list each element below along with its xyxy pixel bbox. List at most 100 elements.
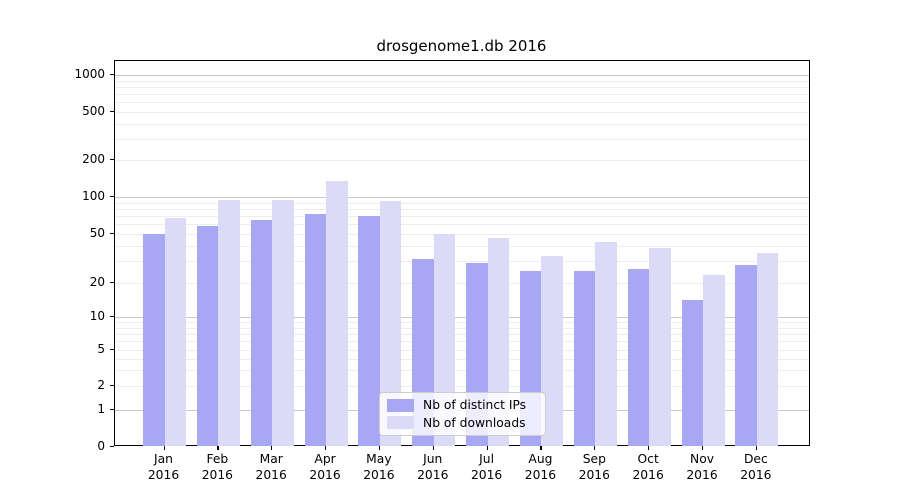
x-tick-mark xyxy=(648,446,650,451)
gridline-minor xyxy=(114,208,809,210)
x-tick-mark xyxy=(325,446,327,451)
bar-distinct-ips-nov xyxy=(681,300,703,446)
y-tick-label: 0 xyxy=(97,438,105,453)
bar-downloads-apr xyxy=(326,181,348,446)
x-tick-mark xyxy=(594,446,596,451)
x-tick-label-jun: Jun 2016 xyxy=(417,452,449,482)
y-tick-label: 200 xyxy=(82,152,105,167)
y-tick-label: 20 xyxy=(89,274,105,289)
y-tick-mark xyxy=(109,159,114,161)
y-tick-mark xyxy=(109,281,114,283)
x-tick-label-dec: Dec 2016 xyxy=(740,452,772,482)
gridline-minor xyxy=(114,86,809,88)
y-tick-mark xyxy=(109,445,114,447)
x-tick-mark xyxy=(217,446,219,451)
x-tick-mark xyxy=(540,446,542,451)
gridline-minor xyxy=(114,160,809,162)
y-tick-label: 5 xyxy=(97,342,105,356)
gridline-minor xyxy=(114,282,809,284)
x-tick-label-jul: Jul 2016 xyxy=(470,452,503,482)
y-tick-label: 1 xyxy=(97,402,105,416)
gridline-minor xyxy=(114,322,809,324)
gridline-major xyxy=(114,317,809,318)
legend-swatch-downloads xyxy=(387,416,414,430)
x-tick-mark xyxy=(378,446,381,451)
bar-downloads-aug xyxy=(541,255,563,446)
y-tick-label: 50 xyxy=(89,225,105,240)
x-tick-label-oct: Oct 2016 xyxy=(632,452,664,482)
x-tick-label-mar: Mar 2016 xyxy=(255,452,287,482)
gridline-minor xyxy=(114,358,809,360)
bar-downloads-feb xyxy=(218,200,240,446)
gridline-minor xyxy=(114,102,809,104)
bar-distinct-ips-feb xyxy=(196,225,219,446)
bar-distinct-ips-jan xyxy=(143,233,165,446)
gridline-minor xyxy=(114,123,809,125)
x-tick-mark xyxy=(432,446,434,451)
bar-downloads-dec xyxy=(756,252,779,446)
legend-swatch-distinct-ips xyxy=(387,398,414,412)
gridline-minor xyxy=(114,138,809,140)
chart-title: drosgenome1.db 2016 xyxy=(376,37,547,55)
x-tick-mark xyxy=(702,446,704,451)
gridline-minor xyxy=(114,94,809,96)
bar-downloads-may xyxy=(379,201,402,446)
gridline-minor xyxy=(114,202,809,204)
y-tick-mark xyxy=(109,316,114,318)
bar-distinct-ips-may xyxy=(358,215,380,446)
x-tick-label-feb: Feb 2016 xyxy=(201,452,233,482)
y-tick-mark xyxy=(109,349,114,351)
gridline-major xyxy=(114,75,809,76)
x-tick-mark xyxy=(163,446,165,451)
x-tick-label-jan: Jan 2016 xyxy=(147,452,180,482)
x-tick-label-aug: Aug 2016 xyxy=(524,452,557,482)
bar-downloads-nov xyxy=(703,275,725,446)
y-tick-label: 500 xyxy=(82,104,105,118)
x-tick-label-apr: Apr 2016 xyxy=(309,452,341,482)
gridline-minor xyxy=(114,350,809,351)
legend-item-distinct-ips: Nb of distinct IPs xyxy=(387,398,538,412)
y-tick-mark xyxy=(109,232,114,234)
x-tick-label-sep: Sep 2016 xyxy=(578,452,610,482)
plot-area xyxy=(113,60,810,446)
gridline-minor xyxy=(114,245,809,247)
bar-downloads-oct xyxy=(649,248,671,446)
bar-distinct-ips-dec xyxy=(735,264,757,446)
gridline-minor xyxy=(114,260,809,262)
legend: Nb of distinct IPs Nb of downloads xyxy=(379,392,546,436)
y-tick-mark xyxy=(109,74,114,76)
gridline-minor xyxy=(114,233,809,235)
x-tick-mark xyxy=(271,446,273,451)
gridline-major xyxy=(114,197,809,198)
bar-downloads-sep xyxy=(595,241,617,446)
bar-distinct-ips-sep xyxy=(573,270,596,446)
gridline-minor xyxy=(114,215,809,217)
legend-label-downloads: Nb of downloads xyxy=(423,415,526,430)
bar-distinct-ips-mar xyxy=(250,219,273,446)
y-tick-label: 1000 xyxy=(74,67,105,81)
gridline-minor xyxy=(114,341,809,343)
gridline-minor xyxy=(114,224,809,226)
y-tick-mark xyxy=(109,111,114,113)
legend-item-downloads: Nb of downloads xyxy=(387,416,538,430)
x-tick-mark xyxy=(486,446,488,451)
x-tick-label-nov: Nov 2016 xyxy=(686,452,718,482)
gridline-minor xyxy=(114,386,809,387)
gridline-minor xyxy=(114,112,809,113)
y-tick-mark xyxy=(109,409,114,411)
bar-downloads-mar xyxy=(272,200,294,446)
bar-distinct-ips-apr xyxy=(304,213,327,446)
y-tick-mark xyxy=(109,196,114,198)
bar-distinct-ips-oct xyxy=(627,268,650,446)
x-tick-label-may: May 2016 xyxy=(363,452,395,482)
gridline-minor xyxy=(114,80,809,82)
y-tick-label: 10 xyxy=(89,309,105,323)
bar-downloads-jan xyxy=(164,218,186,446)
y-tick-label: 100 xyxy=(82,189,105,203)
x-tick-mark xyxy=(755,446,758,451)
gridline-minor xyxy=(114,327,809,329)
gridline-minor xyxy=(114,370,809,372)
legend-label-distinct-ips: Nb of distinct IPs xyxy=(423,398,527,413)
y-tick-mark xyxy=(109,385,114,387)
